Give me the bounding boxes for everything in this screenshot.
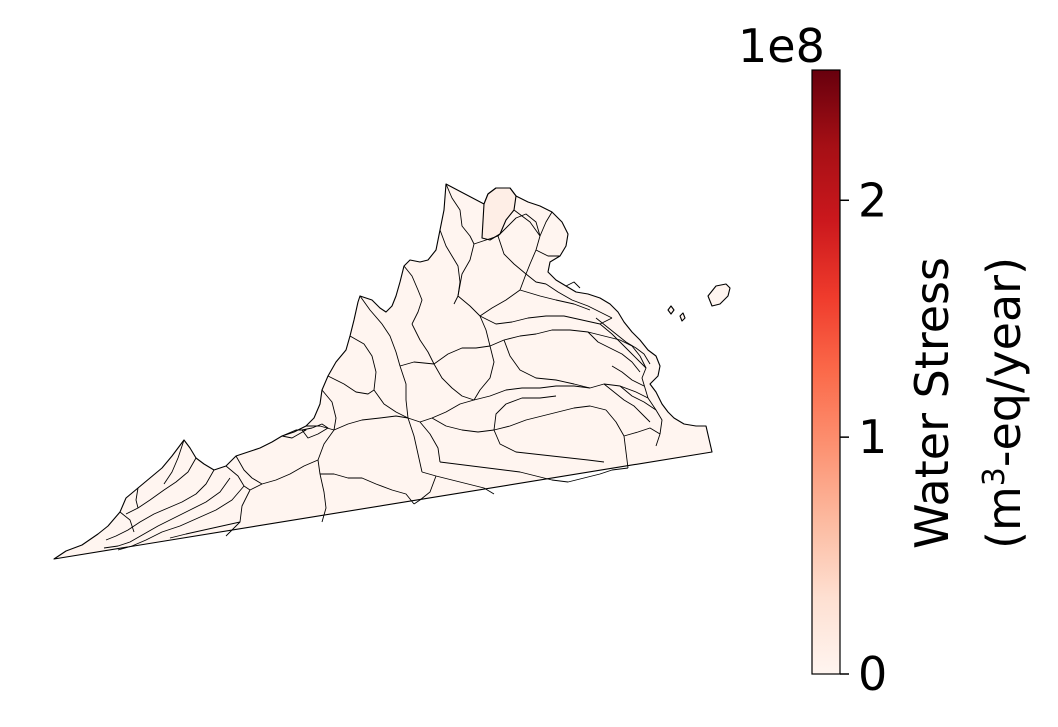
island-1	[667, 305, 675, 315]
colorbar-exponent-label: 1e8	[738, 19, 825, 73]
colorbar-units-suffix: -eq/year)	[977, 257, 1031, 467]
colorbar-gradient	[811, 69, 841, 675]
colorbar-ticks: 0 1 2	[840, 173, 887, 701]
virginia-outline	[53, 183, 713, 560]
state-map	[53, 183, 731, 560]
island-2	[679, 312, 686, 322]
colorbar-tick-label: 1	[858, 410, 887, 464]
colorbar-tick-label: 2	[858, 173, 887, 227]
watershed-boundaries	[103, 183, 663, 551]
eastern-shore	[707, 283, 731, 307]
colorbar-tick-label: 0	[858, 647, 887, 701]
colorbar-units-sup: 3	[977, 467, 1012, 486]
colorbar: 0 1 2 1e8 Water Stress (m3-eq/year)	[738, 19, 1031, 701]
colorbar-label-line1: Water Stress	[905, 257, 959, 549]
colorbar-label: Water Stress	[905, 257, 959, 549]
colorbar-units-prefix: (m	[977, 486, 1031, 549]
colorbar-units: (m3-eq/year)	[977, 257, 1031, 549]
